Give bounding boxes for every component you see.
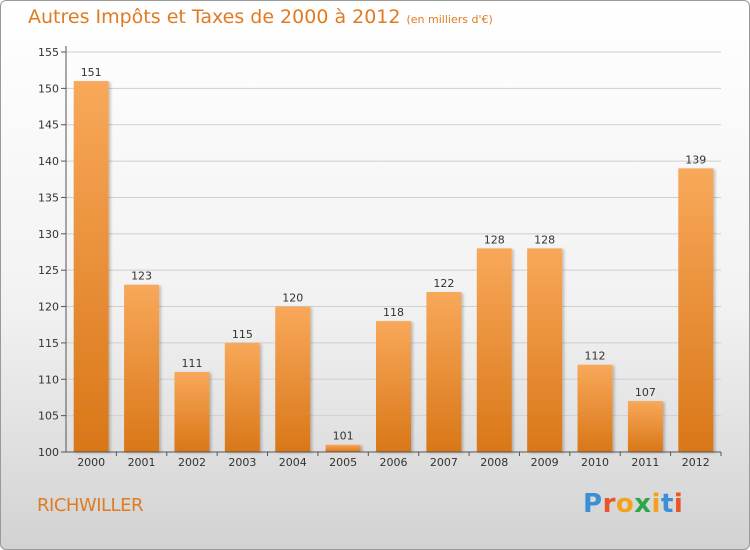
bar	[577, 364, 613, 452]
bar	[124, 284, 160, 452]
x-tick-label: 2001	[128, 456, 156, 469]
bar	[476, 248, 512, 452]
bar-value-label: 107	[635, 386, 656, 399]
bar	[325, 444, 361, 452]
logo-letter: t	[660, 489, 674, 519]
bar-value-label: 123	[131, 270, 152, 283]
logo-letter: o	[615, 489, 635, 519]
bar	[73, 81, 109, 452]
bar-value-label: 101	[333, 430, 354, 443]
y-tick-label: 135	[38, 191, 59, 204]
logo-letter: i	[673, 489, 684, 519]
bar-value-label: 120	[282, 292, 303, 305]
y-tick-label: 145	[38, 119, 59, 132]
bar-value-label: 118	[383, 306, 404, 319]
value-labels: 151 123 111 115 120 101 118 122 128 128 112 107 139	[81, 66, 707, 443]
x-tick-label: 2011	[631, 456, 659, 469]
x-tick-label: 2010	[581, 456, 609, 469]
x-tick-label: 2008	[480, 456, 508, 469]
y-tick-label: 100	[38, 446, 59, 459]
bars	[73, 81, 714, 452]
bar-value-label: 139	[685, 153, 706, 166]
y-tick-label: 130	[38, 228, 59, 241]
x-tick-label: 2004	[279, 456, 307, 469]
bar	[224, 342, 260, 452]
bar-value-label: 112	[585, 350, 606, 363]
proxiti-logo: Proxiti	[583, 489, 683, 519]
y-tick-label: 115	[38, 337, 59, 350]
y-tick-label: 140	[38, 155, 59, 168]
bar-value-label: 128	[534, 233, 555, 246]
y-tick-label: 125	[38, 264, 59, 277]
y-tick-label: 155	[38, 46, 59, 59]
y-axis: 100 105 110 115 120 125 130 135 140 145 150 155	[38, 46, 67, 459]
bar-value-label: 128	[484, 233, 505, 246]
logo-letter: i	[651, 489, 661, 519]
y-tick-label: 150	[38, 82, 59, 95]
x-tick-label: 2007	[430, 456, 458, 469]
bar-value-label: 115	[232, 328, 253, 341]
x-tick-label: 2012	[682, 456, 710, 469]
x-tick-label: 2009	[531, 456, 559, 469]
bar	[527, 248, 563, 452]
chart-title-text: Autres Impôts et Taxes de 2000 à 2012	[28, 6, 401, 28]
bar	[376, 321, 411, 452]
x-tick-label: 2005	[329, 456, 357, 469]
chart-title: Autres Impôts et Taxes de 2000 à 2012 (en…	[28, 6, 493, 28]
bar-value-label: 111	[181, 357, 202, 370]
town-name: RICHWILLER	[37, 495, 143, 516]
x-tick-label: 2002	[178, 456, 206, 469]
x-tick-label: 2003	[228, 456, 256, 469]
bar	[275, 306, 311, 452]
bar	[426, 292, 462, 452]
logo-letter: r	[602, 489, 616, 519]
x-tick-label: 2000	[77, 456, 105, 469]
bar	[627, 401, 663, 452]
x-axis: 2000 2001 2002 2003 2004 2005 2006 2007 2008 2009…	[66, 451, 722, 469]
logo-letter: P	[583, 489, 603, 519]
y-tick-label: 105	[38, 410, 59, 423]
bar	[174, 372, 210, 452]
logo-letter: x	[634, 489, 652, 519]
y-tick-label: 120	[38, 301, 59, 314]
chart-unit-note: (en milliers d'€)	[406, 13, 493, 26]
bar	[678, 168, 714, 452]
y-tick-label: 110	[38, 373, 59, 386]
bar-value-label: 122	[433, 277, 454, 290]
x-tick-label: 2006	[380, 456, 408, 469]
bar-value-label: 151	[81, 66, 102, 79]
